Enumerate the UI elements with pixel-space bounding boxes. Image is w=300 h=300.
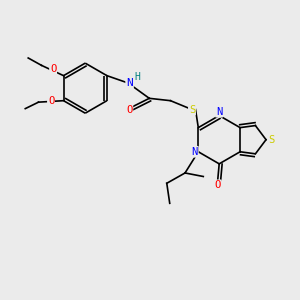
Text: S: S: [189, 104, 195, 115]
Text: O: O: [50, 64, 56, 74]
Text: N: N: [192, 147, 198, 157]
Text: N: N: [216, 107, 222, 117]
Text: N: N: [126, 78, 133, 88]
Text: O: O: [48, 96, 54, 106]
Text: O: O: [214, 180, 221, 190]
Text: O: O: [126, 104, 132, 115]
Text: S: S: [268, 135, 274, 145]
Text: H: H: [135, 71, 140, 82]
